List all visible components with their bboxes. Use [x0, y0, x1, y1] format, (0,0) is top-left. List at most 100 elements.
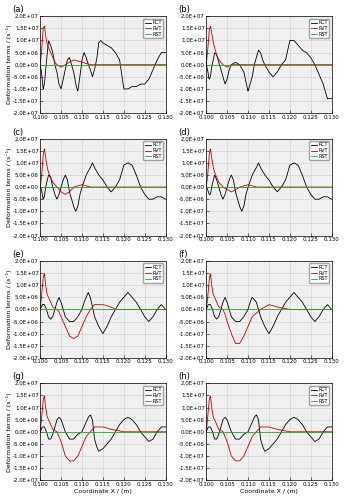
- RCT: [272, 186, 276, 192]
- RCT: [265, 65, 269, 71]
- RVT: [161, 429, 165, 435]
- RVT: [68, 458, 72, 464]
- RVT: [38, 429, 42, 435]
- Line: RCT: RCT: [206, 163, 332, 211]
- RCT: [161, 304, 165, 310]
- RVT: [42, 23, 46, 29]
- Legend: RCT, RVT, RST: RCT, RVT, RST: [144, 141, 163, 161]
- RST: [164, 184, 168, 190]
- RVT: [273, 426, 277, 432]
- Text: (d): (d): [179, 128, 190, 136]
- RST: [141, 306, 145, 312]
- RST: [265, 306, 269, 312]
- RCT: [288, 38, 292, 44]
- RST: [98, 184, 102, 190]
- RST: [98, 184, 102, 190]
- RCT: [113, 184, 117, 190]
- RST: [326, 429, 331, 435]
- RST: [326, 62, 331, 68]
- RCT: [279, 307, 283, 313]
- RVT: [42, 393, 46, 399]
- RVT: [99, 302, 103, 308]
- RCT: [264, 174, 268, 180]
- RST: [329, 429, 334, 435]
- RST: [326, 306, 331, 312]
- RCT: [329, 306, 334, 312]
- Text: (g): (g): [13, 372, 24, 382]
- RCT: [38, 429, 42, 435]
- RVT: [164, 62, 168, 68]
- RVT: [38, 306, 42, 312]
- RVT: [273, 62, 277, 68]
- RCT: [267, 330, 271, 336]
- RCT: [239, 208, 244, 214]
- RVT: [327, 184, 331, 190]
- RVT: [279, 305, 283, 311]
- RCT: [307, 432, 312, 438]
- RST: [38, 62, 42, 68]
- RCT: [327, 424, 331, 430]
- RVT: [329, 62, 334, 68]
- RCT: [307, 189, 312, 195]
- Line: RVT: RVT: [40, 396, 166, 461]
- RST: [307, 429, 311, 435]
- RVT: [234, 340, 238, 346]
- RVT: [264, 303, 268, 309]
- RCT: [98, 325, 102, 331]
- RVT: [265, 302, 269, 308]
- RVT: [264, 424, 268, 430]
- RCT: [264, 325, 268, 331]
- Line: RVT: RVT: [40, 274, 166, 338]
- RCT: [279, 63, 283, 69]
- RVT: [161, 184, 165, 190]
- RST: [279, 306, 283, 312]
- RST: [106, 184, 110, 190]
- RCT: [99, 38, 103, 44]
- RVT: [225, 64, 229, 70]
- RCT: [141, 189, 146, 195]
- RST: [329, 62, 334, 68]
- RCT: [327, 96, 331, 102]
- Text: (a): (a): [13, 6, 24, 15]
- RVT: [98, 424, 102, 430]
- RVT: [107, 303, 111, 309]
- RST: [98, 62, 102, 68]
- RVT: [141, 62, 146, 68]
- Legend: RCT, RVT, RST: RCT, RVT, RST: [144, 386, 163, 405]
- RCT: [307, 312, 312, 318]
- RCT: [107, 439, 111, 445]
- RCT: [265, 174, 269, 180]
- RCT: [264, 64, 268, 70]
- Legend: RCT, RVT, RST: RCT, RVT, RST: [309, 141, 329, 161]
- RVT: [164, 429, 168, 435]
- RST: [204, 429, 208, 435]
- RST: [141, 184, 145, 190]
- RCT: [113, 50, 117, 56]
- RST: [272, 62, 276, 68]
- RCT: [292, 160, 296, 166]
- RVT: [265, 424, 269, 430]
- RCT: [38, 306, 42, 312]
- RST: [38, 184, 42, 190]
- Line: RVT: RVT: [40, 26, 166, 67]
- RVT: [38, 184, 42, 190]
- RCT: [113, 429, 117, 435]
- RCT: [98, 326, 102, 332]
- RCT: [99, 447, 103, 453]
- RVT: [265, 184, 269, 190]
- RCT: [141, 81, 146, 87]
- RCT: [98, 448, 102, 454]
- RCT: [265, 447, 269, 453]
- Legend: RCT, RVT, RST: RCT, RVT, RST: [309, 264, 329, 283]
- Line: RCT: RCT: [206, 40, 332, 98]
- RCT: [272, 72, 276, 78]
- RST: [98, 306, 102, 312]
- RVT: [234, 458, 238, 464]
- RCT: [76, 88, 80, 94]
- RST: [204, 306, 208, 312]
- RCT: [164, 50, 168, 56]
- RCT: [98, 38, 102, 44]
- RST: [264, 306, 268, 312]
- RVT: [98, 184, 102, 190]
- RST: [279, 429, 283, 435]
